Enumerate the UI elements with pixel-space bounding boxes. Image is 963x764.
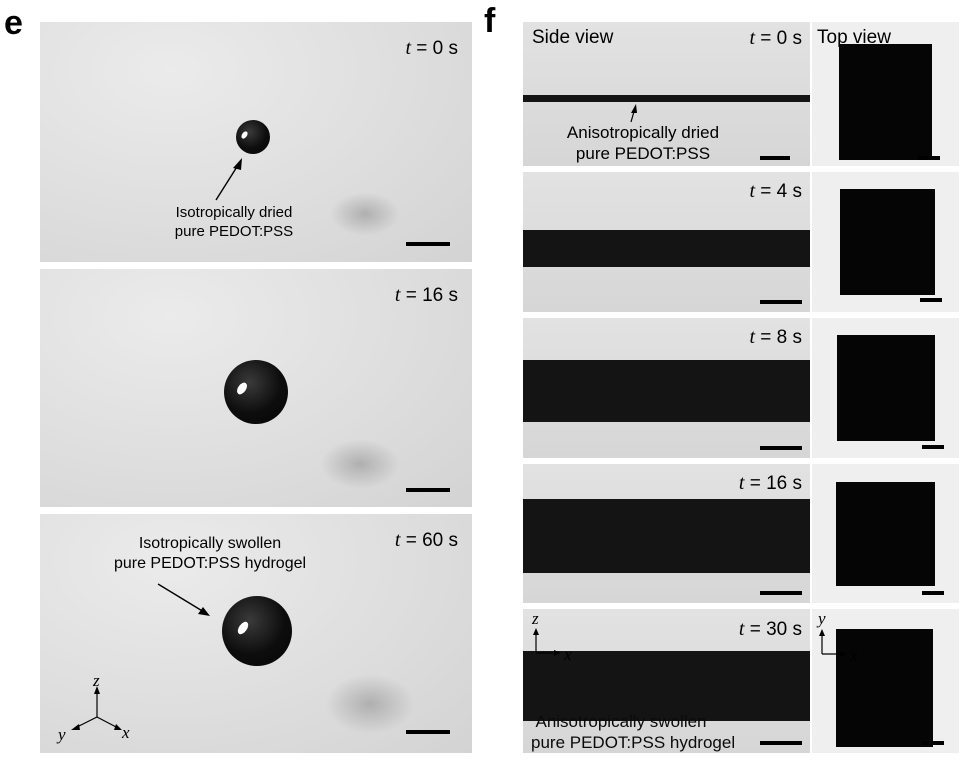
droplet-shadow (325, 674, 415, 734)
side-view-frame-t8: t = 8 s (523, 318, 810, 458)
scale-bar (406, 730, 450, 734)
swollen-annotation: Isotropically swollen pure PEDOT:PSS hyd… (113, 535, 307, 572)
top-view-frame-t30: y x (812, 609, 959, 753)
scale-bar (920, 298, 942, 302)
axis-z-label: z (532, 609, 539, 628)
swelling-pedot-pss-droplet (224, 360, 288, 424)
panel-f-label: f (484, 2, 496, 40)
axis-z-label: z (93, 671, 100, 690)
time-label: t = 0 s (405, 37, 458, 59)
top-view-frame-t8 (812, 318, 959, 458)
axis-y-label: y (58, 725, 66, 744)
side-view-title: Side view (532, 27, 614, 48)
swelling-film-side (523, 360, 810, 422)
time-label: t = 16 s (738, 472, 802, 494)
side-view-frame-t30: t = 30 s z x Anisotropically swollen pur… (523, 609, 810, 753)
scale-bar (760, 156, 790, 160)
annotation-arrow (630, 104, 637, 123)
droplet-shadow (330, 192, 400, 236)
side-view-frame-t4: t = 4 s (523, 172, 810, 312)
panel-e-frame-t16: t = 16 s (40, 269, 472, 507)
time-label: t = 60 s (394, 529, 458, 551)
yx-axes-icon (819, 629, 847, 657)
top-view-frame-t4 (812, 172, 959, 312)
axis-x-label: x (122, 723, 130, 742)
side-view-frame-t16: t = 16 s (523, 464, 810, 603)
dried-film-side (523, 95, 810, 102)
scale-bar (406, 242, 450, 246)
swelling-film-side (523, 499, 810, 573)
time-label: t = 16 s (394, 284, 458, 306)
film-top-view (837, 335, 935, 441)
scale-bar (922, 741, 944, 745)
time-label: t = 30 s (738, 618, 802, 640)
scale-bar (760, 741, 802, 745)
dried-pedot-pss-droplet (236, 120, 270, 154)
film-top-view (839, 44, 932, 160)
scale-bar (922, 591, 944, 595)
time-label: t = 8 s (749, 326, 802, 348)
annotation-arrow (157, 583, 210, 616)
zx-axes-icon (533, 628, 561, 656)
panel-e-frame-t60: t = 60 s Isotropically swollen pure PEDO… (40, 514, 472, 753)
scale-bar (760, 300, 802, 304)
time-label: t = 0 s (749, 27, 802, 49)
film-top-view (836, 629, 933, 747)
swollen-hydrogel-annotation: Anisotropically swollen pure PEDOT:PSS h… (531, 712, 736, 753)
xyz-axes-icon (71, 686, 122, 730)
annotation-arrow (215, 158, 242, 201)
side-view-frame-t0: Side view t = 0 s Anisotropically dried … (523, 22, 810, 166)
top-view-title: Top view (817, 27, 891, 48)
swollen-hydrogel-side (523, 651, 810, 721)
scale-bar (760, 446, 802, 450)
droplet-shadow (320, 439, 400, 489)
dried-film-annotation: Anisotropically dried pure PEDOT:PSS (566, 123, 720, 164)
panel-e-frame-t0: t = 0 s Isotropically dried pure PEDOT:P… (40, 22, 472, 262)
axis-x-label: x (564, 645, 572, 664)
scale-bar (918, 156, 940, 160)
axis-y-label: y (818, 609, 826, 628)
axis-x-label: x (850, 646, 858, 665)
dried-annotation: Isotropically dried pure PEDOT:PSS (174, 204, 294, 240)
scale-bar (406, 488, 450, 492)
scale-bar (760, 591, 802, 595)
scale-bar (922, 445, 944, 449)
time-label: t = 4 s (749, 180, 802, 202)
top-view-frame-t16 (812, 464, 959, 603)
film-top-view (840, 189, 935, 295)
top-view-frame-t0: Top view (812, 22, 959, 166)
swelling-film-side (523, 230, 810, 267)
panel-e-label: e (4, 4, 23, 42)
swollen-pedot-pss-hydrogel-droplet (222, 596, 292, 666)
film-top-view (836, 482, 935, 586)
